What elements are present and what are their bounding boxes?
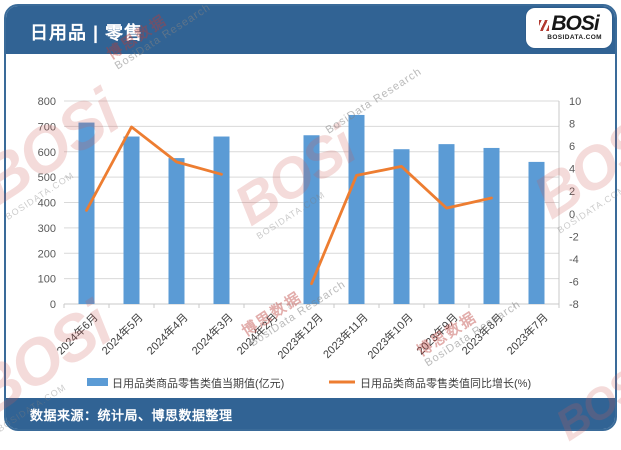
x-axis-label: 2024年3月 xyxy=(189,310,236,357)
y-axis-right-tick-label: -8 xyxy=(569,299,579,311)
bar-2023年10月 xyxy=(393,149,410,304)
y-axis-right-tick-label: 0 xyxy=(569,209,575,221)
report-card: 日用品 | 零售 0 100 200 300 400 500 600 700 800 10 8 6 4 2… xyxy=(4,4,617,431)
legend-bar-swatch xyxy=(87,378,108,386)
page-title: 日用品 | 零售 xyxy=(30,23,144,43)
x-axis-label: 2023年7月 xyxy=(504,310,551,357)
chart-area: 0 100 200 300 400 500 600 700 800 10 8 6 4 2 0 -2 -4 -6 -8… xyxy=(6,56,615,396)
y-axis-left-tick-label: 600 xyxy=(38,147,56,159)
y-axis-right-tick-label: 10 xyxy=(569,96,581,108)
y-axis-left-tick-label: 200 xyxy=(38,248,56,260)
legend-bar-label: 日用品类商品零售类值当期值(亿元) xyxy=(112,376,284,390)
bar-2023年9月 xyxy=(438,144,455,304)
y-axis-right-tick-label: 2 xyxy=(569,186,575,198)
logo-stripes-icon xyxy=(539,19,550,31)
bar-2023年8月 xyxy=(483,147,500,304)
y-axis-right-tick-label: 6 xyxy=(569,141,575,153)
x-axis-label: 2023年10月 xyxy=(364,310,415,361)
x-axis-label: 2023年9月 xyxy=(414,310,461,357)
data-source-text: 数据来源：统计局、博思数据整理 xyxy=(30,408,233,423)
y-axis-right-tick-label: 8 xyxy=(569,119,575,131)
x-axis-label: 2024年2月 xyxy=(234,310,281,357)
logo-site-text: BOSIDATA.COM xyxy=(547,33,602,41)
y-axis-left-tick-label: 100 xyxy=(38,274,56,286)
footer-band: 数据来源：统计局、博思数据整理 xyxy=(6,398,615,429)
logo-row: BOSi xyxy=(539,12,600,36)
bar-2023年12月 xyxy=(303,135,320,304)
y-axis-right-tick-label: 4 xyxy=(569,164,575,176)
bar-2024年6月 xyxy=(78,122,95,304)
y-axis-right-tick-label: -2 xyxy=(569,231,579,243)
y-axis-left-tick-label: 500 xyxy=(38,172,56,184)
y-axis-right-tick-label: -4 xyxy=(569,254,579,266)
header-band: 日用品 | 零售 xyxy=(6,6,615,54)
bar-2024年3月 xyxy=(213,136,230,304)
y-axis-left-tick-label: 700 xyxy=(38,121,56,133)
y-axis-left-tick-label: 0 xyxy=(50,299,56,311)
logo-brand-text: BOSi xyxy=(551,12,599,36)
y-axis-left-tick-label: 300 xyxy=(38,223,56,235)
x-axis-label: 2023年8月 xyxy=(459,310,506,357)
bar-2023年7月 xyxy=(528,161,545,304)
x-axis-label: 2024年6月 xyxy=(54,310,101,357)
legend-line-label: 日用品类商品零售类值同比增长(%) xyxy=(360,376,531,390)
x-axis-label: 2023年12月 xyxy=(274,310,325,361)
y-axis-left-tick-label: 800 xyxy=(38,96,56,108)
trend-line xyxy=(85,125,493,286)
x-axis-label: 2024年4月 xyxy=(144,310,191,357)
combo-chart: 0 100 200 300 400 500 600 700 800 10 8 6 4 2 0 -2 -4 -6 -8… xyxy=(38,96,582,390)
y-axis-left-tick-label: 400 xyxy=(38,198,56,210)
x-axis-label: 2023年11月 xyxy=(320,310,371,361)
bar-2023年11月 xyxy=(348,114,365,304)
x-axis-label: 2024年5月 xyxy=(99,310,146,357)
y-axis-right-tick-label: -6 xyxy=(569,276,579,288)
bar-2024年4月 xyxy=(168,158,185,304)
bar-2024年5月 xyxy=(123,136,140,304)
bosi-logo: BOSi BOSIDATA.COM xyxy=(526,8,612,48)
